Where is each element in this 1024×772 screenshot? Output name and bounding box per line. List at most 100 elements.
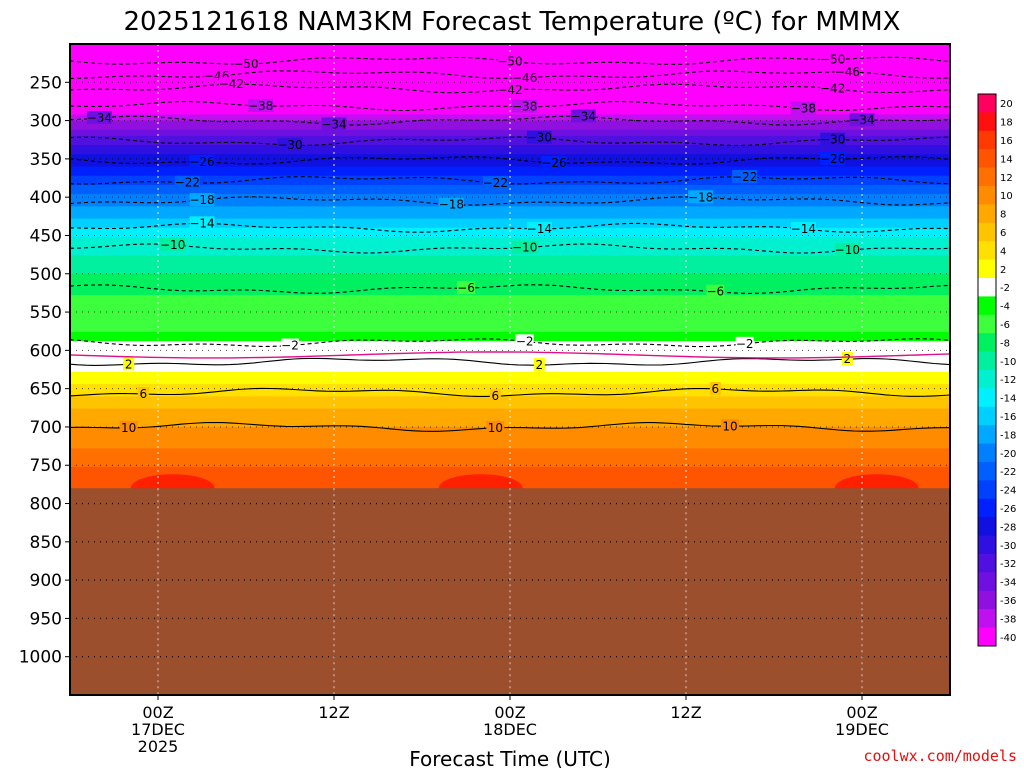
contour-lines: −50 −50 −50−46 −46 −46−42 −42 −42−38 −38 −38−34−… — [69, 52, 951, 435]
colorbar-label: 16 — [1000, 136, 1013, 147]
x-tick-label: 00Z — [494, 703, 525, 722]
x-tick-label: 12Z — [318, 703, 349, 722]
colorbar-swatch — [978, 535, 996, 555]
colorbar-label: 18 — [1000, 118, 1013, 129]
temperature-band — [70, 273, 950, 278]
y-tick-label: 450 — [30, 226, 62, 246]
temperature-band — [70, 111, 950, 116]
isotherm-label: −18 — [189, 193, 214, 207]
y-tick-label: 500 — [30, 265, 62, 285]
temperature-band — [70, 237, 950, 241]
isotherm-label: 6 — [140, 387, 148, 401]
isotherm-label-bg — [512, 240, 538, 254]
temperature-band — [70, 203, 950, 207]
colorbar-label: 6 — [1000, 228, 1006, 239]
temperature-band — [70, 279, 950, 284]
isotherm-label: −30 — [820, 133, 845, 147]
temperature-band — [70, 298, 950, 302]
isotherm-label-bg — [512, 70, 538, 84]
colorbar-swatch — [978, 112, 996, 132]
isotherm-label: 10 — [722, 419, 737, 433]
isotherm-label: 6 — [492, 389, 500, 403]
isotherm-label-bg — [281, 338, 299, 352]
temperature-band — [70, 261, 950, 266]
temperature-band — [70, 233, 950, 238]
temperature-band — [70, 344, 950, 348]
colorbar-label: -10 — [1000, 357, 1016, 368]
y-tick-label: 950 — [30, 609, 62, 629]
temperature-band — [70, 430, 950, 434]
isotherm-label: −2 — [516, 334, 534, 348]
colorbar-swatch — [978, 572, 996, 592]
temperature-band — [70, 310, 950, 315]
isotherm-label: −46 — [835, 65, 860, 79]
temperature-band — [70, 347, 950, 351]
colorbar-swatch — [978, 204, 996, 224]
isotherm-label-bg — [820, 152, 846, 166]
x-tick-label: 12Z — [670, 703, 701, 722]
temperature-band — [70, 365, 950, 370]
isotherm-label-bg — [438, 197, 464, 211]
colorbar-label: -20 — [1000, 449, 1016, 460]
colorbar-swatch — [978, 388, 996, 408]
y-tick-label: 300 — [30, 112, 62, 132]
isotherm-label: −34 — [321, 117, 346, 131]
credit-text: coolwx.com/models — [863, 747, 1017, 765]
temperature-band — [70, 255, 950, 260]
temperature-band — [70, 417, 950, 422]
colorbar-swatch — [978, 443, 996, 463]
temperature-band — [70, 191, 950, 195]
x-tick-label: 19DEC — [835, 720, 889, 739]
isotherm-label-bg — [533, 358, 545, 372]
isotherm-label-bg — [189, 155, 215, 169]
temperature-band — [70, 472, 950, 477]
isotherm-label-bg — [482, 176, 508, 190]
colorbar-swatch — [978, 627, 996, 647]
temperature-band — [70, 292, 950, 296]
isotherm-label-bg — [497, 54, 523, 68]
temperature-band — [70, 454, 950, 459]
colorbar-swatch — [978, 167, 996, 187]
x-tick-label: 00Z — [142, 703, 173, 722]
isotherm-label-bg — [189, 216, 215, 230]
colorbar-swatch — [978, 462, 996, 481]
temperature-band — [70, 215, 950, 220]
colorbar-label: 14 — [1000, 154, 1013, 165]
isotherm-10 — [69, 421, 950, 432]
temperature-band — [70, 77, 950, 82]
temperature-band — [70, 99, 950, 103]
isotherm-label-bg — [732, 170, 758, 184]
y-tick-label: 1000 — [19, 648, 62, 668]
colorbar-swatch — [978, 370, 996, 389]
isotherm-label-bg — [233, 57, 259, 71]
temperature-band — [70, 371, 950, 376]
isotherm-label-bg — [526, 221, 552, 235]
isotherm-label-bg — [248, 98, 274, 112]
temperature-band — [70, 135, 950, 140]
temperature-band — [70, 227, 950, 232]
colorbar-label: 10 — [1000, 191, 1013, 202]
colorbar-frame — [977, 93, 997, 647]
freezing-line — [69, 351, 951, 359]
isotherm-label: −42 — [219, 77, 244, 91]
temperature-band — [70, 399, 950, 404]
isotherm-label: −22 — [175, 176, 200, 190]
temperature-band — [70, 359, 950, 364]
colorbar-swatch — [978, 609, 996, 629]
temperature-band — [70, 436, 950, 440]
temperature-band — [70, 249, 950, 253]
colorbar-swatch — [978, 498, 996, 518]
temperature-band — [70, 47, 950, 51]
temperature-band — [70, 304, 950, 309]
isotherm-label-bg — [137, 386, 149, 400]
temperature-band — [70, 123, 950, 128]
isotherm-label-bg — [834, 243, 860, 257]
isotherm-label: −22 — [483, 176, 508, 190]
colorbar-swatch — [978, 554, 996, 573]
isotherm-label-bg — [86, 110, 112, 124]
temperature-band — [70, 166, 950, 171]
temperature-band — [70, 335, 950, 339]
temperature-band — [70, 184, 950, 189]
colorbar-swatch — [978, 94, 996, 113]
